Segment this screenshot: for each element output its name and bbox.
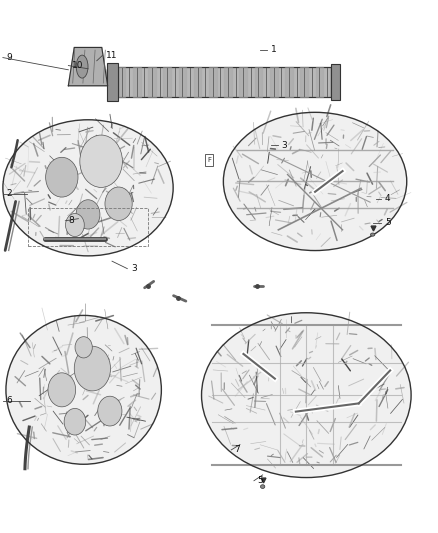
Ellipse shape — [80, 135, 122, 188]
Polygon shape — [315, 67, 323, 98]
Text: 8: 8 — [69, 216, 74, 225]
Polygon shape — [68, 47, 108, 86]
Ellipse shape — [76, 200, 100, 229]
Bar — [28, 208, 148, 246]
Bar — [331, 64, 339, 100]
Polygon shape — [254, 67, 262, 98]
Text: 11: 11 — [106, 51, 117, 60]
Text: 6: 6 — [7, 397, 12, 406]
Polygon shape — [300, 67, 308, 98]
Text: 4: 4 — [385, 195, 391, 204]
Bar — [118, 67, 331, 98]
Text: 5: 5 — [258, 477, 263, 485]
Ellipse shape — [98, 396, 122, 426]
Ellipse shape — [3, 120, 173, 256]
Polygon shape — [179, 67, 186, 98]
Ellipse shape — [74, 346, 110, 391]
Ellipse shape — [371, 233, 375, 236]
Bar — [107, 63, 118, 101]
Text: 2: 2 — [7, 189, 12, 198]
Ellipse shape — [75, 337, 92, 358]
Ellipse shape — [48, 373, 76, 407]
Text: 5: 5 — [385, 219, 391, 228]
Polygon shape — [163, 67, 171, 98]
Ellipse shape — [261, 484, 265, 488]
Ellipse shape — [66, 214, 84, 237]
Text: 10: 10 — [72, 61, 83, 70]
Text: 3: 3 — [131, 264, 137, 273]
Ellipse shape — [6, 316, 161, 464]
Polygon shape — [270, 67, 278, 98]
Ellipse shape — [46, 157, 78, 197]
Polygon shape — [209, 67, 217, 98]
Polygon shape — [148, 67, 156, 98]
Polygon shape — [224, 67, 232, 98]
Text: F: F — [207, 157, 211, 163]
Text: 9: 9 — [7, 53, 12, 62]
Ellipse shape — [105, 187, 132, 221]
Polygon shape — [285, 67, 293, 98]
Text: 3: 3 — [282, 141, 287, 150]
Ellipse shape — [64, 408, 86, 435]
Polygon shape — [240, 67, 247, 98]
Polygon shape — [194, 67, 201, 98]
Ellipse shape — [223, 112, 407, 251]
Text: 1: 1 — [271, 45, 276, 54]
Ellipse shape — [201, 313, 411, 478]
Bar — [205, 155, 213, 166]
Polygon shape — [118, 67, 125, 98]
Text: 7: 7 — [235, 446, 240, 455]
Polygon shape — [133, 67, 141, 98]
Ellipse shape — [76, 55, 88, 78]
